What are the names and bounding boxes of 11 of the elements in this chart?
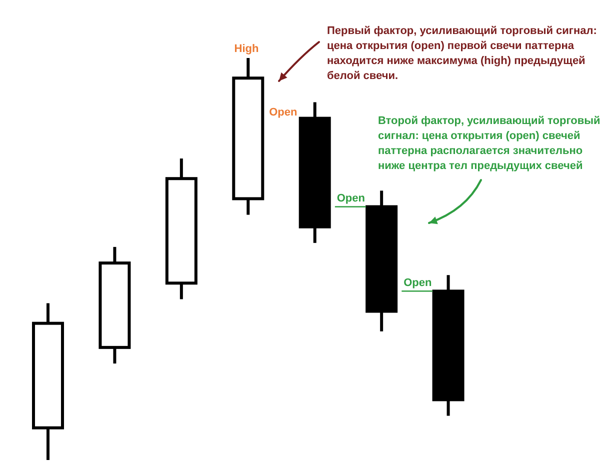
annotation: High	[234, 43, 259, 55]
annotation: Первый фактор, усиливающий торговый сигнал: цена открытия (open) первой свечи паттерна находится ниже максимума (high) предыдущей белой свечи.	[327, 24, 598, 84]
annotation: Второй фактор, усиливающий торговый сигнал: цена открытия (open) свечей паттерна располагается значительно ниже центра тел предыдущих свечей	[378, 114, 602, 174]
candlestick	[298, 102, 331, 243]
annotation: Open	[404, 277, 432, 290]
annotation: Open	[336, 192, 366, 205]
annotation: Open	[269, 106, 298, 118]
candlestick	[32, 303, 64, 460]
candlestick	[98, 246, 131, 364]
candlestick	[232, 58, 264, 215]
candlestick	[165, 158, 198, 300]
